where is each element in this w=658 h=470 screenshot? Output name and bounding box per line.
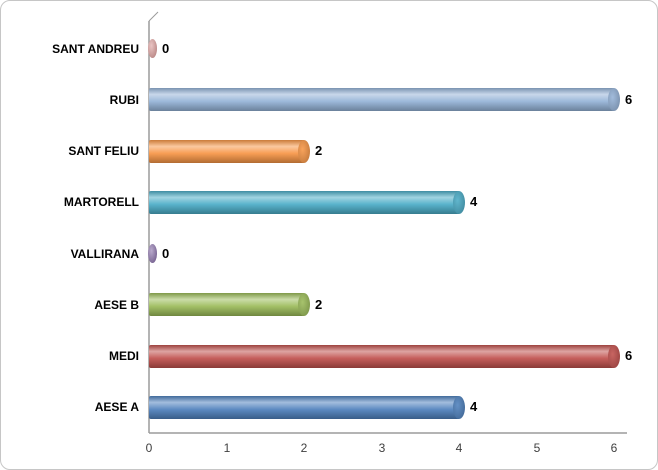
bar (149, 293, 304, 316)
data-label: 6 (625, 348, 633, 363)
bar (149, 88, 614, 111)
data-label: 6 (625, 92, 633, 107)
bar (149, 191, 459, 214)
bar-end-cap (453, 191, 465, 214)
bar (149, 396, 459, 419)
data-label: 0 (162, 41, 170, 56)
category-label: VALLIRANA (70, 247, 139, 261)
category-label: AESE B (94, 298, 139, 312)
bar (149, 140, 304, 163)
wall-depth-line (148, 11, 159, 22)
data-label: 4 (470, 399, 478, 414)
x-tick-label: 3 (378, 441, 386, 455)
category-label: MARTORELL (63, 195, 139, 209)
x-tick-label: 0 (145, 441, 153, 455)
data-label: 0 (162, 246, 170, 261)
category-label: AESE A (94, 400, 139, 414)
category-label: SANT FELIU (68, 144, 139, 158)
bar-end-cap (298, 293, 310, 316)
category-label: MEDI (109, 349, 139, 363)
bar-zero-dot (148, 244, 157, 263)
data-label: 2 (315, 143, 323, 158)
category-label: RUBI (109, 93, 139, 107)
x-tick-label: 2 (300, 441, 308, 455)
data-label: 2 (315, 297, 323, 312)
x-tick-label: 5 (533, 441, 541, 455)
bar-end-cap (608, 88, 620, 111)
bar (149, 345, 614, 368)
bar-zero-dot (148, 39, 157, 58)
x-tick-label: 4 (455, 441, 463, 455)
x-tick-label: 1 (223, 441, 231, 455)
data-label: 4 (470, 194, 478, 209)
category-label: SANT ANDREU (52, 42, 139, 56)
bar-end-cap (608, 345, 620, 368)
x-tick-label: 6 (610, 441, 618, 455)
bar-end-cap (453, 396, 465, 419)
bar-end-cap (298, 140, 310, 163)
